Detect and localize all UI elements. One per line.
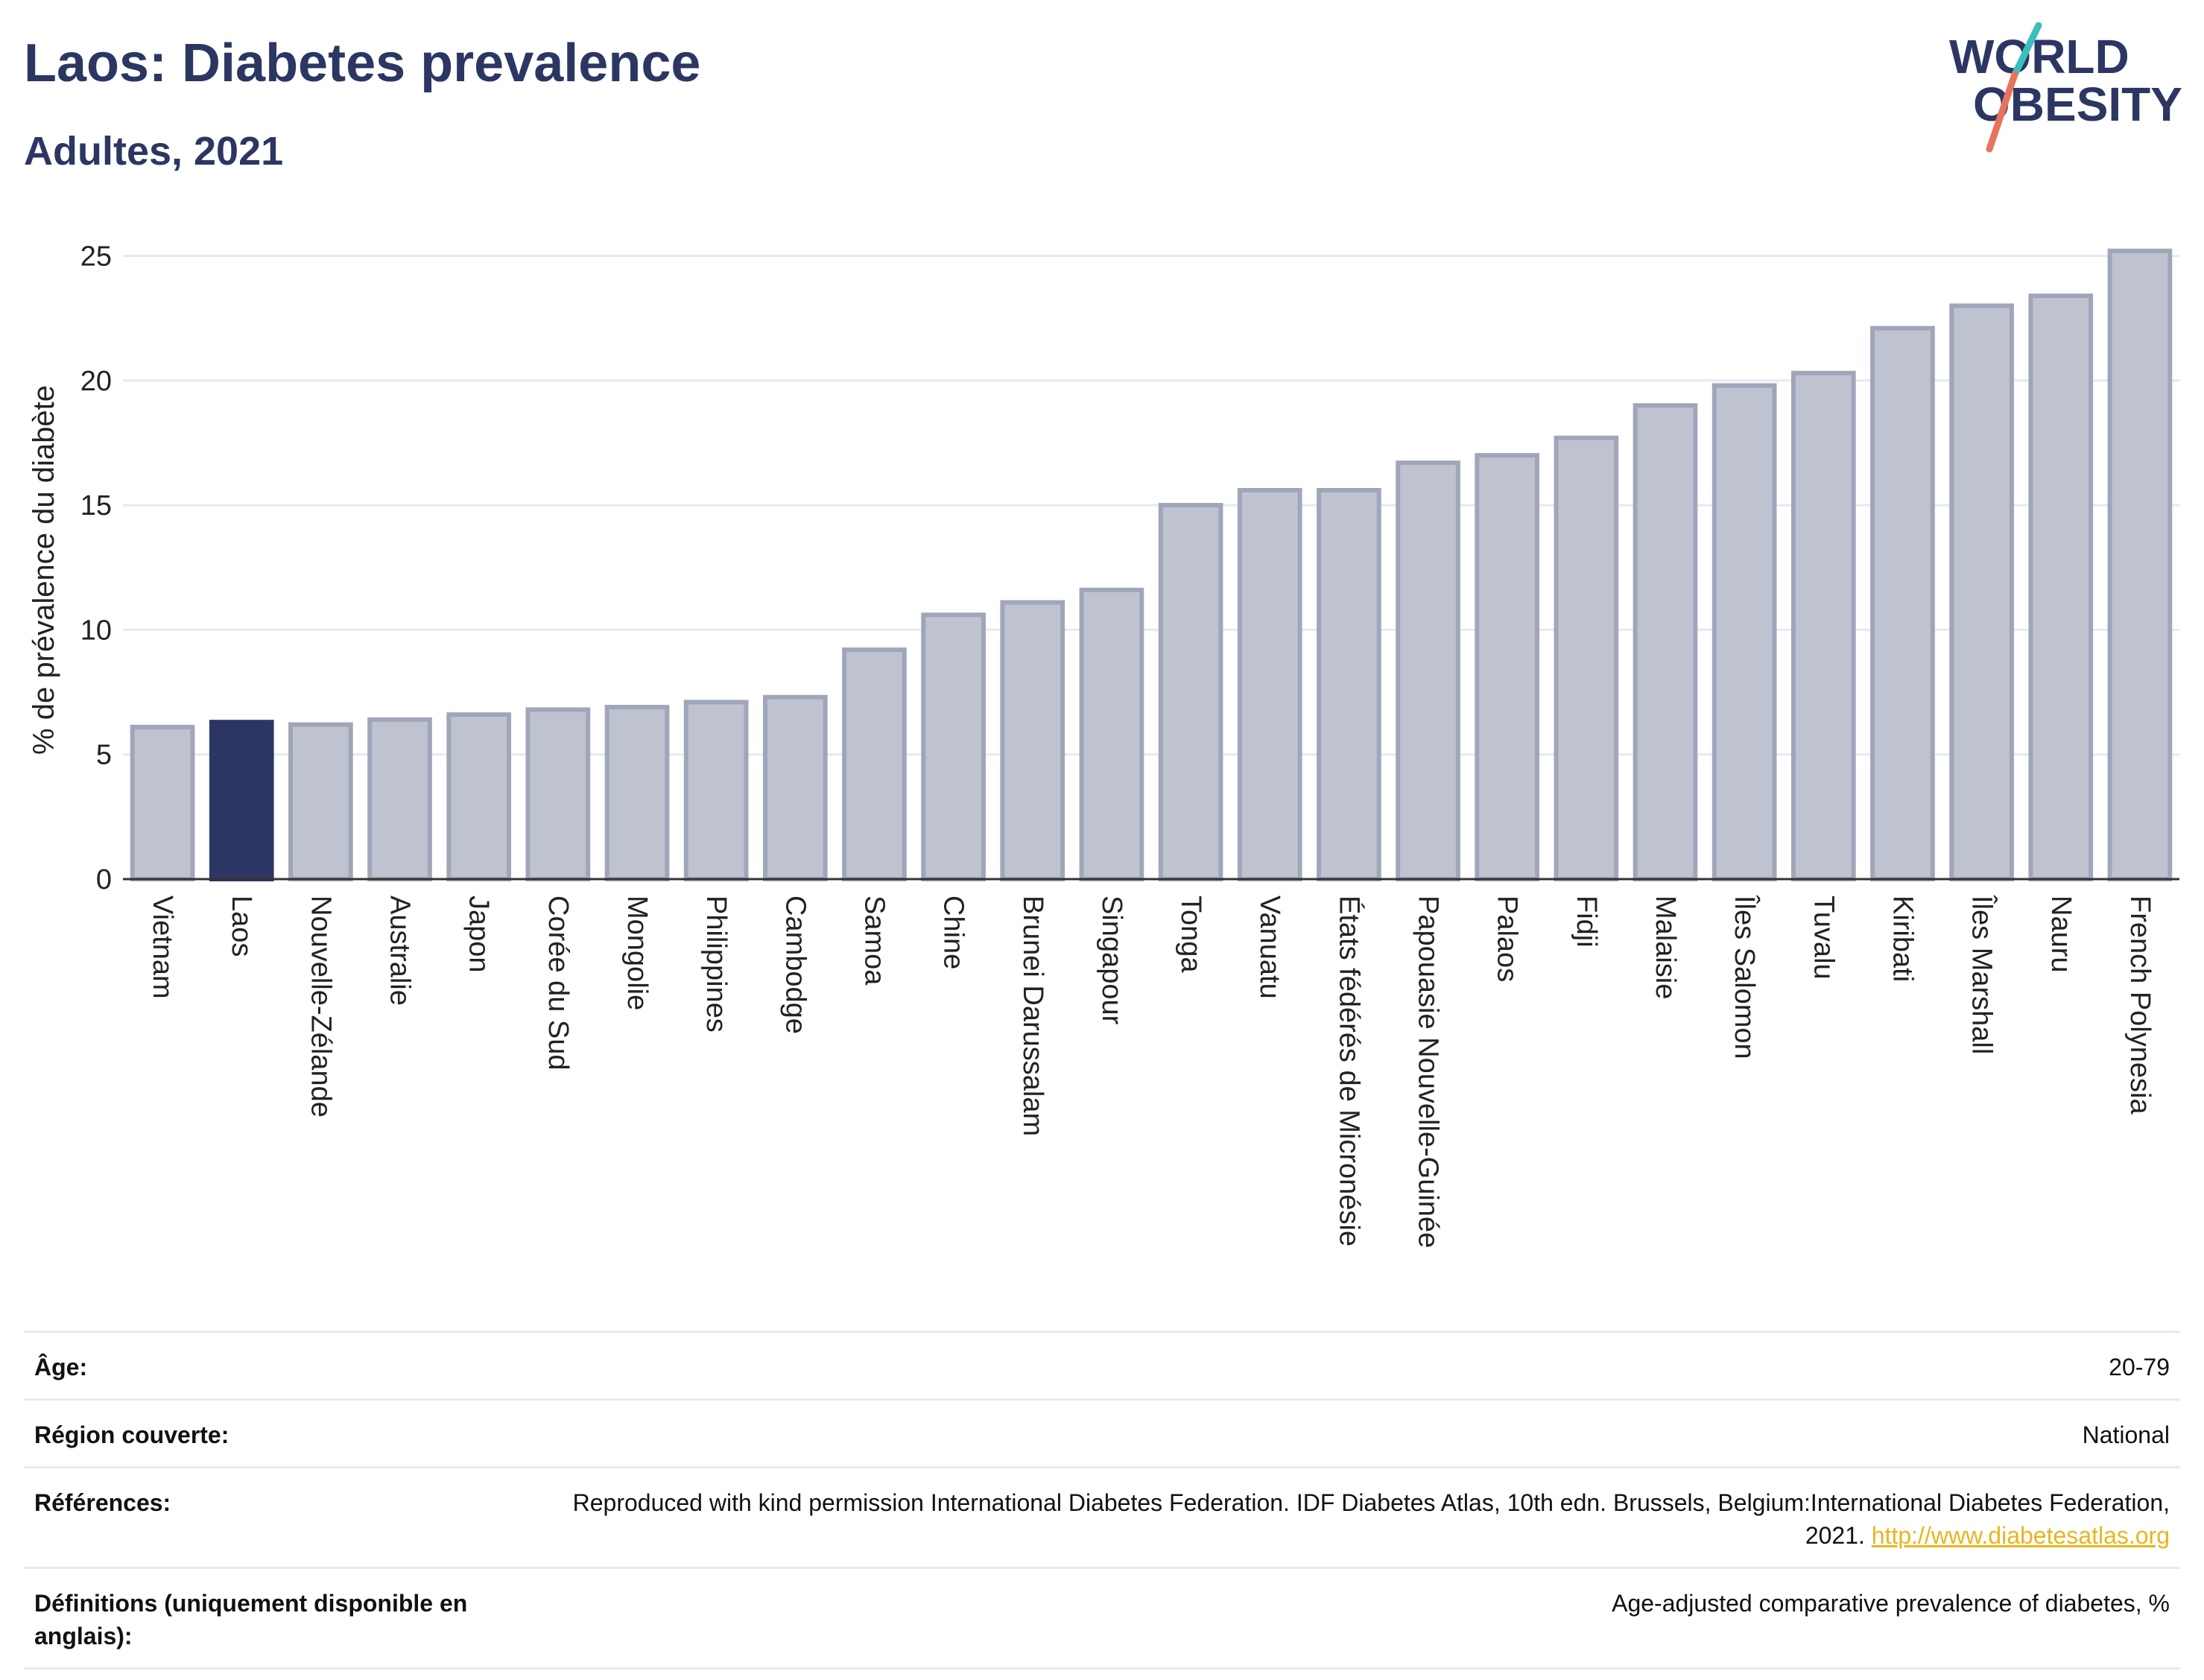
bar-0 bbox=[130, 724, 195, 882]
bar-12 bbox=[1079, 587, 1144, 881]
bar-2 bbox=[288, 722, 353, 881]
x-tick-label: Nouvelle-Zélande bbox=[305, 896, 336, 1118]
y-axis-ticks: 0 5 10 15 20 25 bbox=[80, 241, 112, 896]
x-tick-label: Palaos bbox=[1492, 896, 1523, 982]
x-tick-label: États fédérés de Micronésie bbox=[1333, 896, 1365, 1246]
bar-21 bbox=[1790, 370, 1856, 881]
references-label: Références: bbox=[24, 1466, 522, 1568]
bar-13 bbox=[1158, 503, 1223, 881]
logo-line1: WORLD bbox=[1949, 30, 2129, 83]
y-tick-label: 0 bbox=[96, 864, 112, 896]
x-tick-label: Mongolie bbox=[621, 896, 653, 1010]
x-tick-label: Corée du Sud bbox=[542, 896, 574, 1071]
x-tick-label: Nauru bbox=[2045, 896, 2077, 973]
chart-subtitle: Adultes, 2021 bbox=[24, 129, 284, 174]
y-tick-label: 20 bbox=[80, 366, 112, 397]
info-table: Âge: 20-79 Région couverte: National Réf… bbox=[24, 1331, 2180, 1670]
bars bbox=[130, 248, 2173, 882]
bar-4 bbox=[446, 712, 512, 882]
definitions-value: Age-adjusted comparative prevalence of d… bbox=[522, 1567, 2180, 1670]
bar-25 bbox=[2107, 248, 2173, 882]
region-value: National bbox=[522, 1398, 2180, 1468]
y-axis-label: % de prévalence du diabète bbox=[28, 385, 60, 755]
bar-24 bbox=[2028, 294, 2094, 881]
definitions-label: Définitions (uniquement disponible en an… bbox=[24, 1567, 522, 1670]
info-row-region: Région couverte: National bbox=[24, 1398, 2180, 1468]
x-tick-label: Kiribati bbox=[1887, 896, 1918, 982]
bar-6 bbox=[604, 705, 670, 881]
x-tick-label: Japon bbox=[463, 896, 495, 973]
x-axis-labels: Vietnam Laos Nouvelle-Zélande Australie Japo… bbox=[147, 895, 2156, 1248]
references-value: Reproduced with kind permission Internat… bbox=[522, 1466, 2180, 1568]
y-tick-label: 10 bbox=[80, 615, 112, 646]
x-tick-label: Chine bbox=[938, 896, 969, 969]
bar-10 bbox=[921, 612, 986, 881]
region-label: Région couverte: bbox=[24, 1398, 522, 1468]
bar-16 bbox=[1396, 460, 1460, 881]
bar-17 bbox=[1475, 453, 1540, 881]
world-obesity-logo: WORLD OBESITY bbox=[1949, 22, 2182, 153]
bar-9 bbox=[842, 647, 907, 882]
bar-22 bbox=[1870, 326, 1935, 881]
x-tick-label: Îles Salomon bbox=[1729, 895, 1761, 1059]
x-tick-label: Philippines bbox=[700, 896, 732, 1033]
bar-3 bbox=[367, 717, 432, 881]
x-tick-label: Malaisie bbox=[1650, 896, 1681, 999]
bar-11 bbox=[1000, 600, 1065, 881]
x-tick-label: Tuvalu bbox=[1808, 896, 1839, 980]
references-link[interactable]: http://www.diabetesatlas.org bbox=[1871, 1522, 2170, 1549]
x-tick-label: Samoa bbox=[858, 896, 890, 986]
x-tick-label: Fidji bbox=[1571, 896, 1602, 948]
info-row-definitions: Définitions (uniquement disponible en an… bbox=[24, 1567, 2180, 1670]
info-row-references: Références: Reproduced with kind permiss… bbox=[24, 1466, 2180, 1568]
x-tick-label: Tonga bbox=[1175, 896, 1206, 973]
logo-slash-coral bbox=[1986, 71, 2018, 153]
x-tick-label: Vietnam bbox=[147, 896, 178, 999]
bar-23 bbox=[1949, 303, 2014, 881]
x-tick-label: French Polynesia bbox=[2124, 896, 2156, 1115]
x-tick-label: Brunei Darussalam bbox=[1017, 896, 1048, 1136]
bar-8 bbox=[762, 694, 828, 881]
logo-slash-teal bbox=[2011, 22, 2042, 78]
references-text: Reproduced with kind permission Internat… bbox=[572, 1489, 2170, 1549]
bar-1 bbox=[209, 720, 274, 882]
bar-15 bbox=[1317, 488, 1381, 881]
bar-18 bbox=[1554, 435, 1619, 881]
x-tick-label: Australie bbox=[384, 896, 416, 1006]
x-tick-label: Singapour bbox=[1096, 896, 1127, 1025]
bar-19 bbox=[1633, 403, 1698, 881]
bar-20 bbox=[1711, 383, 1777, 881]
bar-5 bbox=[525, 707, 591, 882]
bar-chart: 0 5 10 15 20 25 Vietnam Laos Nouvelle-Zélande Au… bbox=[28, 241, 2179, 1248]
x-tick-label: Îles Marshall bbox=[1966, 895, 1998, 1054]
bar-7 bbox=[683, 700, 749, 882]
x-tick-label: Cambodge bbox=[779, 896, 811, 1034]
chart-title: Laos: Diabetes prevalence bbox=[24, 34, 701, 93]
x-tick-label: Papouasie Nouvelle-Guinée bbox=[1413, 896, 1444, 1248]
x-tick-label: Laos bbox=[226, 896, 257, 957]
x-tick-label: Vanuatu bbox=[1254, 896, 1285, 999]
age-value: 20-79 bbox=[522, 1331, 2180, 1400]
y-tick-label: 5 bbox=[96, 740, 112, 771]
age-label: Âge: bbox=[24, 1331, 522, 1400]
bar-14 bbox=[1237, 488, 1302, 881]
y-tick-label: 25 bbox=[80, 241, 112, 272]
y-tick-label: 15 bbox=[80, 490, 112, 522]
info-row-age: Âge: 20-79 bbox=[24, 1331, 2180, 1400]
